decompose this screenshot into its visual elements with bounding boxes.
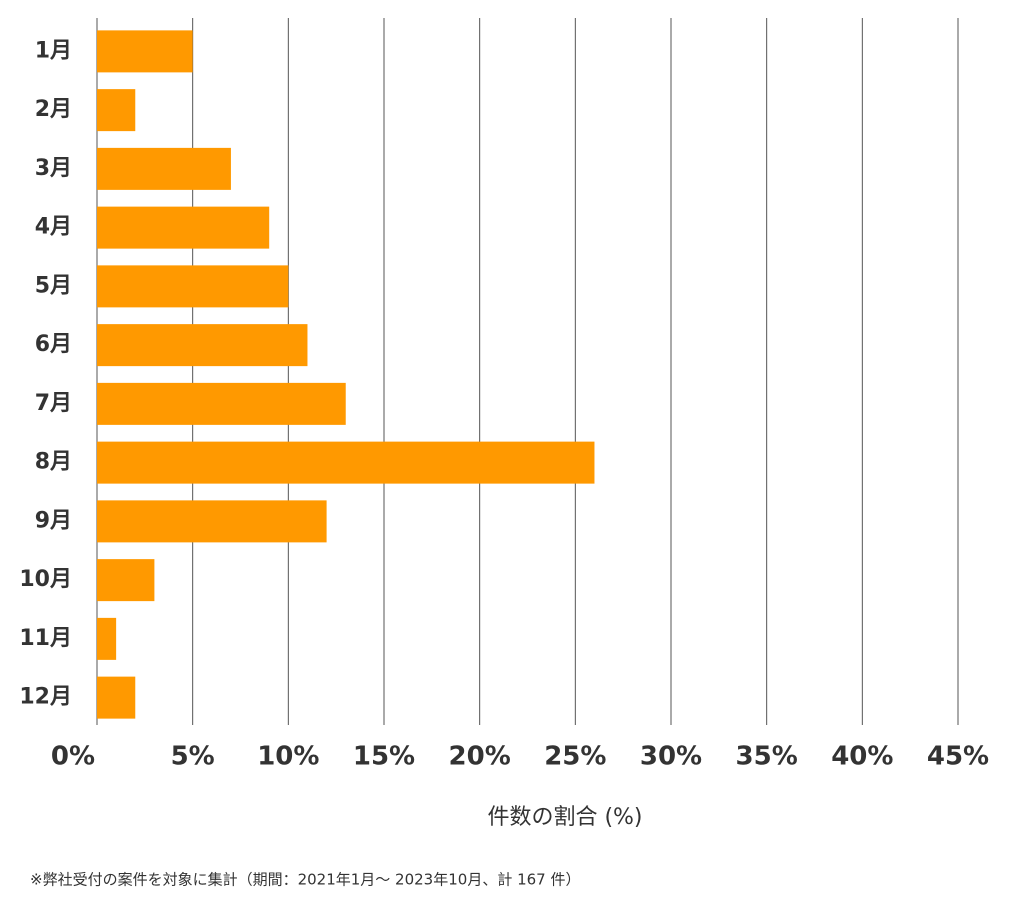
- y-tick-label: 3月: [35, 156, 72, 181]
- y-tick-label: 6月: [35, 332, 72, 357]
- footnote: ※弊社受付の案件を対象に集計（期間：2021年1月～ 2023年10月、計 16…: [30, 871, 580, 889]
- bar: [97, 382, 346, 425]
- x-tick-label: 45%: [927, 742, 989, 772]
- bar: [97, 324, 308, 367]
- bar: [97, 30, 193, 73]
- bar: [97, 676, 136, 719]
- x-tick-label: 10%: [257, 742, 319, 772]
- x-tick-label: 30%: [640, 742, 702, 772]
- x-tick-label: 20%: [449, 742, 511, 772]
- x-tick-label: 35%: [736, 742, 798, 772]
- y-tick-label: 11月: [19, 626, 72, 651]
- x-tick-label: 15%: [353, 742, 415, 772]
- y-tick-label: 5月: [35, 273, 72, 298]
- bar: [97, 206, 270, 249]
- bar: [97, 147, 231, 190]
- bar: [97, 265, 289, 308]
- y-tick-label: 2月: [35, 97, 72, 122]
- y-tick-label: 8月: [35, 450, 72, 475]
- x-tick-label: 0%: [51, 742, 95, 772]
- bar: [97, 559, 155, 602]
- x-tick-label: 5%: [171, 742, 215, 772]
- y-tick-label: 9月: [35, 508, 72, 533]
- y-tick-label: 10月: [19, 567, 72, 592]
- x-tick-label: 40%: [831, 742, 893, 772]
- x-axis-title: 件数の割合 (%): [487, 805, 642, 830]
- y-tick-label: 4月: [35, 215, 72, 240]
- bar: [97, 500, 327, 543]
- y-tick-label: 1月: [35, 38, 72, 63]
- x-tick-label: 25%: [544, 742, 606, 772]
- bar: [97, 617, 117, 660]
- y-tick-label: 12月: [19, 685, 72, 710]
- bar: [97, 441, 595, 484]
- y-tick-label: 7月: [35, 391, 72, 416]
- bar: [97, 89, 136, 132]
